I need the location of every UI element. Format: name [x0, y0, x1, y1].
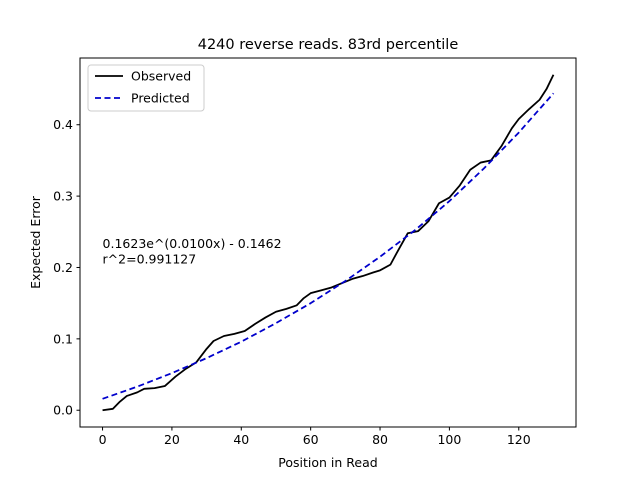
x-tick-label: 100: [437, 432, 461, 447]
series-line-predicted: [102, 92, 555, 400]
x-axis-label: Position in Read: [278, 455, 377, 470]
x-tick-label: 40: [233, 432, 249, 447]
legend: Observed Predicted: [87, 64, 205, 112]
series-line-observed: [102, 74, 555, 412]
x-axis: 0 20 40 60 80 100 120: [99, 427, 531, 447]
y-tick-label: 0.0: [53, 403, 73, 418]
chart-title: 4240 reverse reads. 83rd percentile: [198, 37, 459, 53]
y-tick-label: 0.1: [53, 331, 73, 346]
annotation-line: r^2=0.991127: [103, 252, 197, 267]
x-tick-label: 80: [372, 432, 388, 447]
y-tick-label: 0.2: [53, 260, 73, 275]
legend-predicted-label: Predicted: [131, 91, 190, 106]
x-tick-label: 0: [99, 432, 107, 447]
legend-observed-label: Observed: [131, 69, 191, 84]
y-tick-label: 0.4: [53, 117, 73, 132]
y-tick-label: 0.3: [53, 189, 73, 204]
x-tick-label: 60: [303, 432, 319, 447]
x-tick-label: 120: [507, 432, 531, 447]
x-tick-label: 20: [164, 432, 180, 447]
plot-frame: [79, 57, 577, 428]
annotation-line: 0.1623e^(0.0100x) - 0.1462: [103, 236, 282, 251]
y-axis-label: Expected Error: [28, 195, 43, 289]
series-layer: [102, 74, 555, 412]
y-axis: 0.0 0.1 0.2 0.3 0.4: [53, 117, 80, 418]
